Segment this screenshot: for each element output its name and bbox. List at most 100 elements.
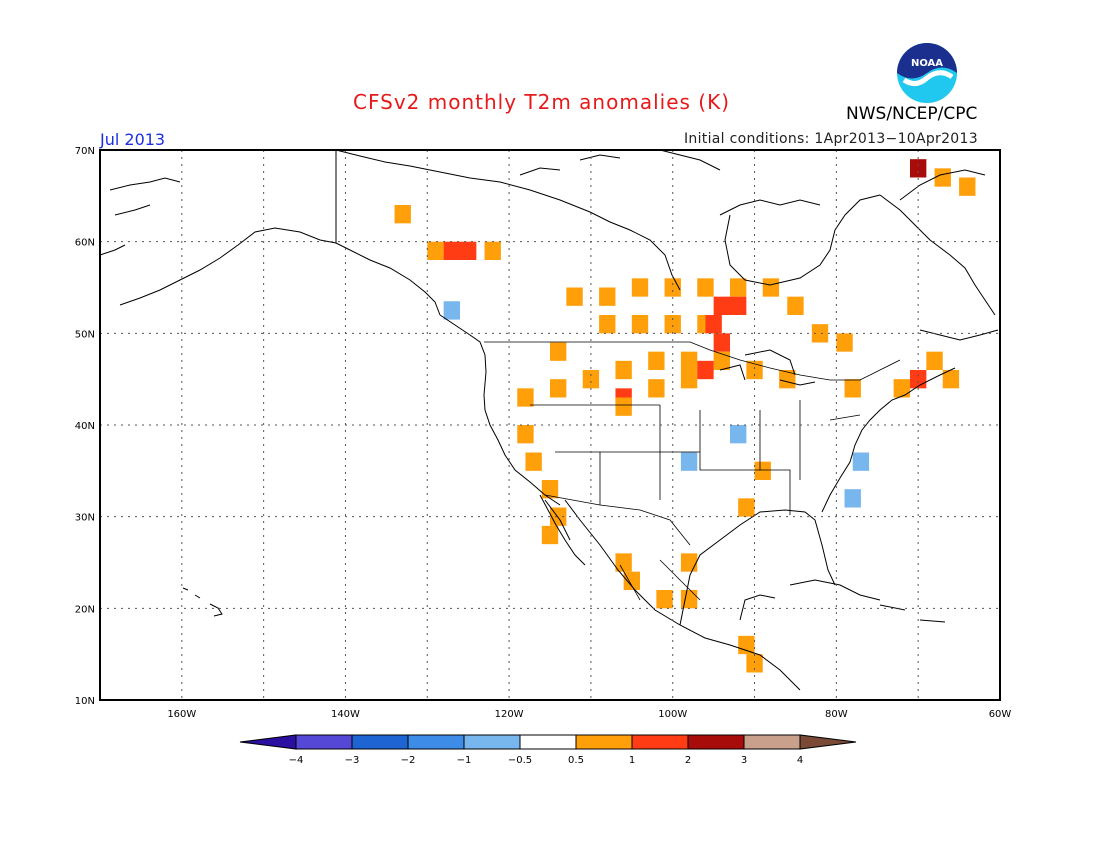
anomaly-cell (910, 159, 927, 178)
anomaly-cell (615, 553, 632, 572)
colorbar-labels: −4 −3 −2 −1 −0.5 0.5 1 2 3 4 (289, 755, 804, 766)
anomaly-cell (525, 452, 542, 471)
colorbar-tick-label: −0.5 (508, 755, 532, 766)
lon-tick-label: 120W (495, 709, 524, 720)
anomaly-cell (738, 635, 755, 655)
anomaly-cell (852, 452, 870, 471)
anomaly-cell (648, 379, 665, 398)
colorbar-swatch (351, 734, 409, 750)
colorbar-swatch (687, 734, 745, 750)
initial-conditions: Initial conditions: 1Apr2013−10Apr2013 (684, 131, 978, 147)
anomaly-cell (910, 370, 927, 389)
anomaly-cells-layer (394, 159, 976, 673)
lon-tick-label: 140W (331, 709, 360, 720)
anomaly-cell (664, 278, 681, 297)
anomaly-cell (713, 296, 730, 315)
longitude-labels: 160W 140W 120W 100W 80W 60W (167, 709, 1011, 720)
anomaly-cell (566, 287, 583, 306)
anomaly-cell (550, 379, 567, 398)
anomaly-cell (443, 301, 460, 320)
lat-tick-label: 40N (75, 421, 95, 432)
anomaly-cell (648, 351, 665, 370)
colorbar-swatch (631, 734, 689, 750)
anomaly-cell (730, 425, 747, 444)
anomaly-cell (730, 296, 747, 315)
lon-tick-label: 80W (825, 709, 848, 720)
colorbar-tick-label: −4 (289, 755, 304, 766)
anomaly-cell (599, 287, 616, 306)
colorbar-swatch (407, 734, 465, 750)
lat-tick-label: 10N (75, 696, 95, 707)
lon-tick-label: 60W (989, 709, 1012, 720)
colorbar-tick-label: −1 (457, 755, 472, 766)
anomaly-cell (959, 177, 976, 196)
anomaly-cell (550, 342, 567, 361)
anomaly-cell (779, 370, 796, 389)
forecast-month: Jul 2013 (100, 130, 166, 149)
anomaly-cell (934, 168, 951, 187)
agency-label: NWS/NCEP/CPC (846, 104, 978, 124)
colorbar-swatch (519, 734, 577, 750)
anomaly-cell (394, 205, 411, 224)
anomaly-cell (615, 360, 632, 380)
lat-tick-label: 50N (75, 329, 95, 340)
colorbar-tick-label: 2 (685, 755, 691, 766)
anomaly-cell (697, 278, 714, 297)
anomaly-cell (893, 379, 910, 398)
anomaly-cell (582, 370, 600, 389)
colorbar-swatch (743, 734, 801, 750)
colorbar-tick-label: −2 (401, 755, 416, 766)
lat-lon-grid (100, 150, 1000, 700)
map-frame (99, 149, 1001, 701)
colorbar-right-arrow (799, 734, 857, 750)
lon-tick-label: 100W (658, 709, 687, 720)
anomaly-cell (738, 498, 755, 517)
anomaly-cell (713, 351, 730, 370)
lon-tick-label: 160W (167, 709, 196, 720)
colorbar-tick-label: 0.5 (568, 755, 584, 766)
anomaly-cell (427, 241, 444, 260)
lat-tick-label: 60N (75, 238, 95, 249)
anomaly-cell (631, 278, 649, 297)
anomaly-cell (787, 296, 804, 315)
anomaly-cell (754, 461, 771, 480)
anomaly-cell (730, 278, 747, 297)
anomaly-cell (926, 351, 943, 370)
anomaly-cell (443, 241, 460, 260)
lat-tick-label: 70N (75, 146, 95, 157)
colorbar-swatch (463, 734, 521, 750)
lat-tick-label: 30N (75, 513, 95, 524)
anomaly-cell (836, 333, 853, 352)
anomaly-cell (599, 315, 616, 334)
anomaly-cell (517, 425, 534, 444)
anomaly-cell (680, 452, 698, 471)
anomaly-cell (746, 360, 763, 380)
anomaly-cell (811, 324, 829, 343)
anomaly-cell (631, 315, 649, 334)
lat-tick-label: 20N (75, 604, 95, 615)
political-borders-layer (484, 341, 901, 601)
anomaly-cell (517, 388, 534, 407)
noaa-logo: NOAA (897, 43, 957, 103)
noaa-logo-text: NOAA (911, 58, 943, 69)
anomaly-cell (484, 241, 501, 260)
anomaly-cell (697, 360, 714, 380)
anomaly-cell (713, 333, 730, 352)
colorbar-swatch (295, 734, 353, 750)
anomaly-cell (656, 590, 673, 609)
anomaly-cell (680, 351, 698, 370)
anomaly-cell (541, 525, 559, 545)
anomaly-cell (844, 379, 861, 398)
anomaly-cell (844, 489, 861, 508)
anomaly-cell (762, 278, 780, 297)
colorbar-tick-label: 3 (741, 755, 747, 766)
colorbar-left-arrow (239, 734, 297, 750)
anomaly-cell (623, 571, 640, 590)
colorbar-swatch (575, 734, 633, 750)
anomaly-cell (680, 370, 698, 389)
anomaly-cell (664, 315, 681, 334)
anomaly-cell (942, 370, 960, 389)
colorbar-tick-label: −3 (345, 755, 360, 766)
colorbar (239, 734, 857, 750)
